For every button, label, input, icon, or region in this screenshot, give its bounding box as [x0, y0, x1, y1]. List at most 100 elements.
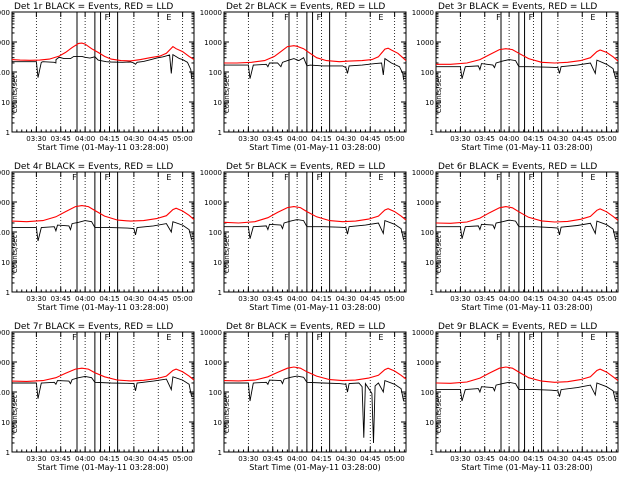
- y-tick-label: 1: [430, 289, 434, 297]
- lld-series-line: [435, 366, 619, 384]
- x-tick-label: 03:45: [51, 455, 71, 463]
- chart-title: Det 7r BLACK = Events, RED = LLD: [14, 322, 173, 332]
- flag-label: E: [590, 13, 595, 22]
- y-tick-label: 100: [421, 389, 434, 397]
- x-tick-label: 04:45: [360, 135, 380, 143]
- y-axis-label: Counts/sec: [11, 395, 19, 434]
- y-tick-label: 1000: [416, 39, 434, 47]
- x-tick-label: 04:15: [99, 455, 119, 463]
- y-tick-label: 1000: [204, 39, 222, 47]
- x-axis-label: Start Time (01-May-11 03:28:00): [461, 143, 592, 152]
- lld-series-line: [11, 42, 195, 62]
- x-tick-label: 03:30: [26, 455, 46, 463]
- x-tick-label: 04:15: [523, 295, 543, 303]
- y-tick-label: 10: [425, 419, 434, 427]
- flag-label: F: [317, 333, 322, 342]
- plot-frame: [223, 171, 407, 293]
- y-tick-label: 10: [1, 259, 10, 267]
- x-tick-label: 04:15: [311, 295, 331, 303]
- y-tick-label: 1: [6, 129, 10, 137]
- y-tick-label: 10: [213, 419, 222, 427]
- events-series-line: [436, 59, 617, 79]
- x-tick-label: 05:00: [385, 295, 405, 303]
- y-tick-label: 100: [0, 69, 10, 77]
- x-tick-label: 05:00: [597, 455, 617, 463]
- x-tick-label: 03:30: [26, 295, 46, 303]
- flag-label: E: [378, 333, 383, 342]
- x-tick-label: 04:00: [75, 455, 95, 463]
- flag-label: F: [105, 13, 110, 22]
- plot-frame: [435, 171, 619, 293]
- chart-title: Det 1r BLACK = Events, RED = LLD: [14, 2, 173, 12]
- plot-frame: [435, 11, 619, 133]
- x-tick-label: 05:00: [385, 135, 405, 143]
- x-tick-label: 04:15: [311, 455, 331, 463]
- y-axis-label: Counts/sec: [435, 395, 443, 434]
- lld-series-line: [223, 206, 407, 224]
- y-tick-label: 1: [430, 449, 434, 457]
- x-tick-label: 03:30: [238, 295, 258, 303]
- x-tick-label: 03:30: [238, 135, 258, 143]
- y-tick-label: 10: [1, 419, 10, 427]
- x-axis-label: Start Time (01-May-11 03:28:00): [37, 143, 168, 152]
- y-tick-label: 1: [6, 289, 10, 297]
- x-tick-label: 04:45: [148, 455, 168, 463]
- flag-label: E: [590, 333, 595, 342]
- flag-label: F: [496, 333, 501, 342]
- flag-label: F: [496, 13, 501, 22]
- x-tick-label: 04:00: [287, 455, 307, 463]
- x-tick-label: 04:00: [499, 135, 519, 143]
- events-series-line: [224, 375, 405, 444]
- x-tick-label: 03:30: [238, 455, 258, 463]
- flag-label: F: [317, 13, 322, 22]
- flag-label: E: [378, 13, 383, 22]
- y-tick-label: 1000: [204, 359, 222, 367]
- x-tick-label: 03:30: [450, 455, 470, 463]
- x-tick-label: 03:45: [475, 295, 495, 303]
- y-tick-label: 1: [218, 449, 222, 457]
- flag-label: F: [284, 333, 289, 342]
- events-series-line: [436, 381, 617, 402]
- y-tick-label: 10000: [412, 169, 434, 177]
- chart-title: Det 2r BLACK = Events, RED = LLD: [226, 2, 385, 12]
- chart-title: Det 5r BLACK = Events, RED = LLD: [226, 162, 385, 172]
- y-tick-label: 100: [0, 389, 10, 397]
- y-tick-label: 10000: [200, 329, 222, 337]
- x-tick-label: 03:45: [475, 135, 495, 143]
- flag-label: E: [378, 173, 383, 182]
- y-tick-label: 1000: [0, 199, 10, 207]
- y-tick-label: 1: [6, 449, 10, 457]
- events-series-line: [224, 219, 405, 240]
- x-tick-label: 04:45: [148, 295, 168, 303]
- plot-frame: [435, 331, 619, 453]
- x-tick-label: 03:45: [51, 135, 71, 143]
- x-tick-label: 04:00: [287, 295, 307, 303]
- y-tick-label: 1: [430, 129, 434, 137]
- chart-title: Det 8r BLACK = Events, RED = LLD: [226, 322, 385, 332]
- x-tick-label: 03:45: [475, 455, 495, 463]
- x-tick-label: 04:15: [99, 295, 119, 303]
- x-tick-label: 04:30: [548, 295, 568, 303]
- events-series-line: [12, 53, 193, 79]
- y-axis-label: Counts/sec: [223, 395, 231, 434]
- x-tick-label: 04:30: [548, 135, 568, 143]
- flag-label: F: [529, 13, 534, 22]
- x-tick-label: 04:30: [336, 135, 356, 143]
- x-tick-label: 03:45: [51, 295, 71, 303]
- chart-title: Det 4r BLACK = Events, RED = LLD: [14, 162, 173, 172]
- flag-label: F: [284, 13, 289, 22]
- x-tick-label: 04:15: [523, 135, 543, 143]
- y-tick-label: 1000: [0, 359, 10, 367]
- x-tick-label: 05:00: [173, 455, 193, 463]
- y-axis-label: Counts/sec: [11, 235, 19, 274]
- x-tick-label: 04:30: [124, 455, 144, 463]
- x-tick-label: 03:45: [263, 455, 283, 463]
- y-tick-label: 100: [421, 69, 434, 77]
- x-axis-label: Start Time (01-May-11 03:28:00): [249, 143, 380, 152]
- x-axis-label: Start Time (01-May-11 03:28:00): [249, 303, 380, 312]
- flag-label: E: [166, 173, 171, 182]
- y-tick-label: 10: [1, 99, 10, 107]
